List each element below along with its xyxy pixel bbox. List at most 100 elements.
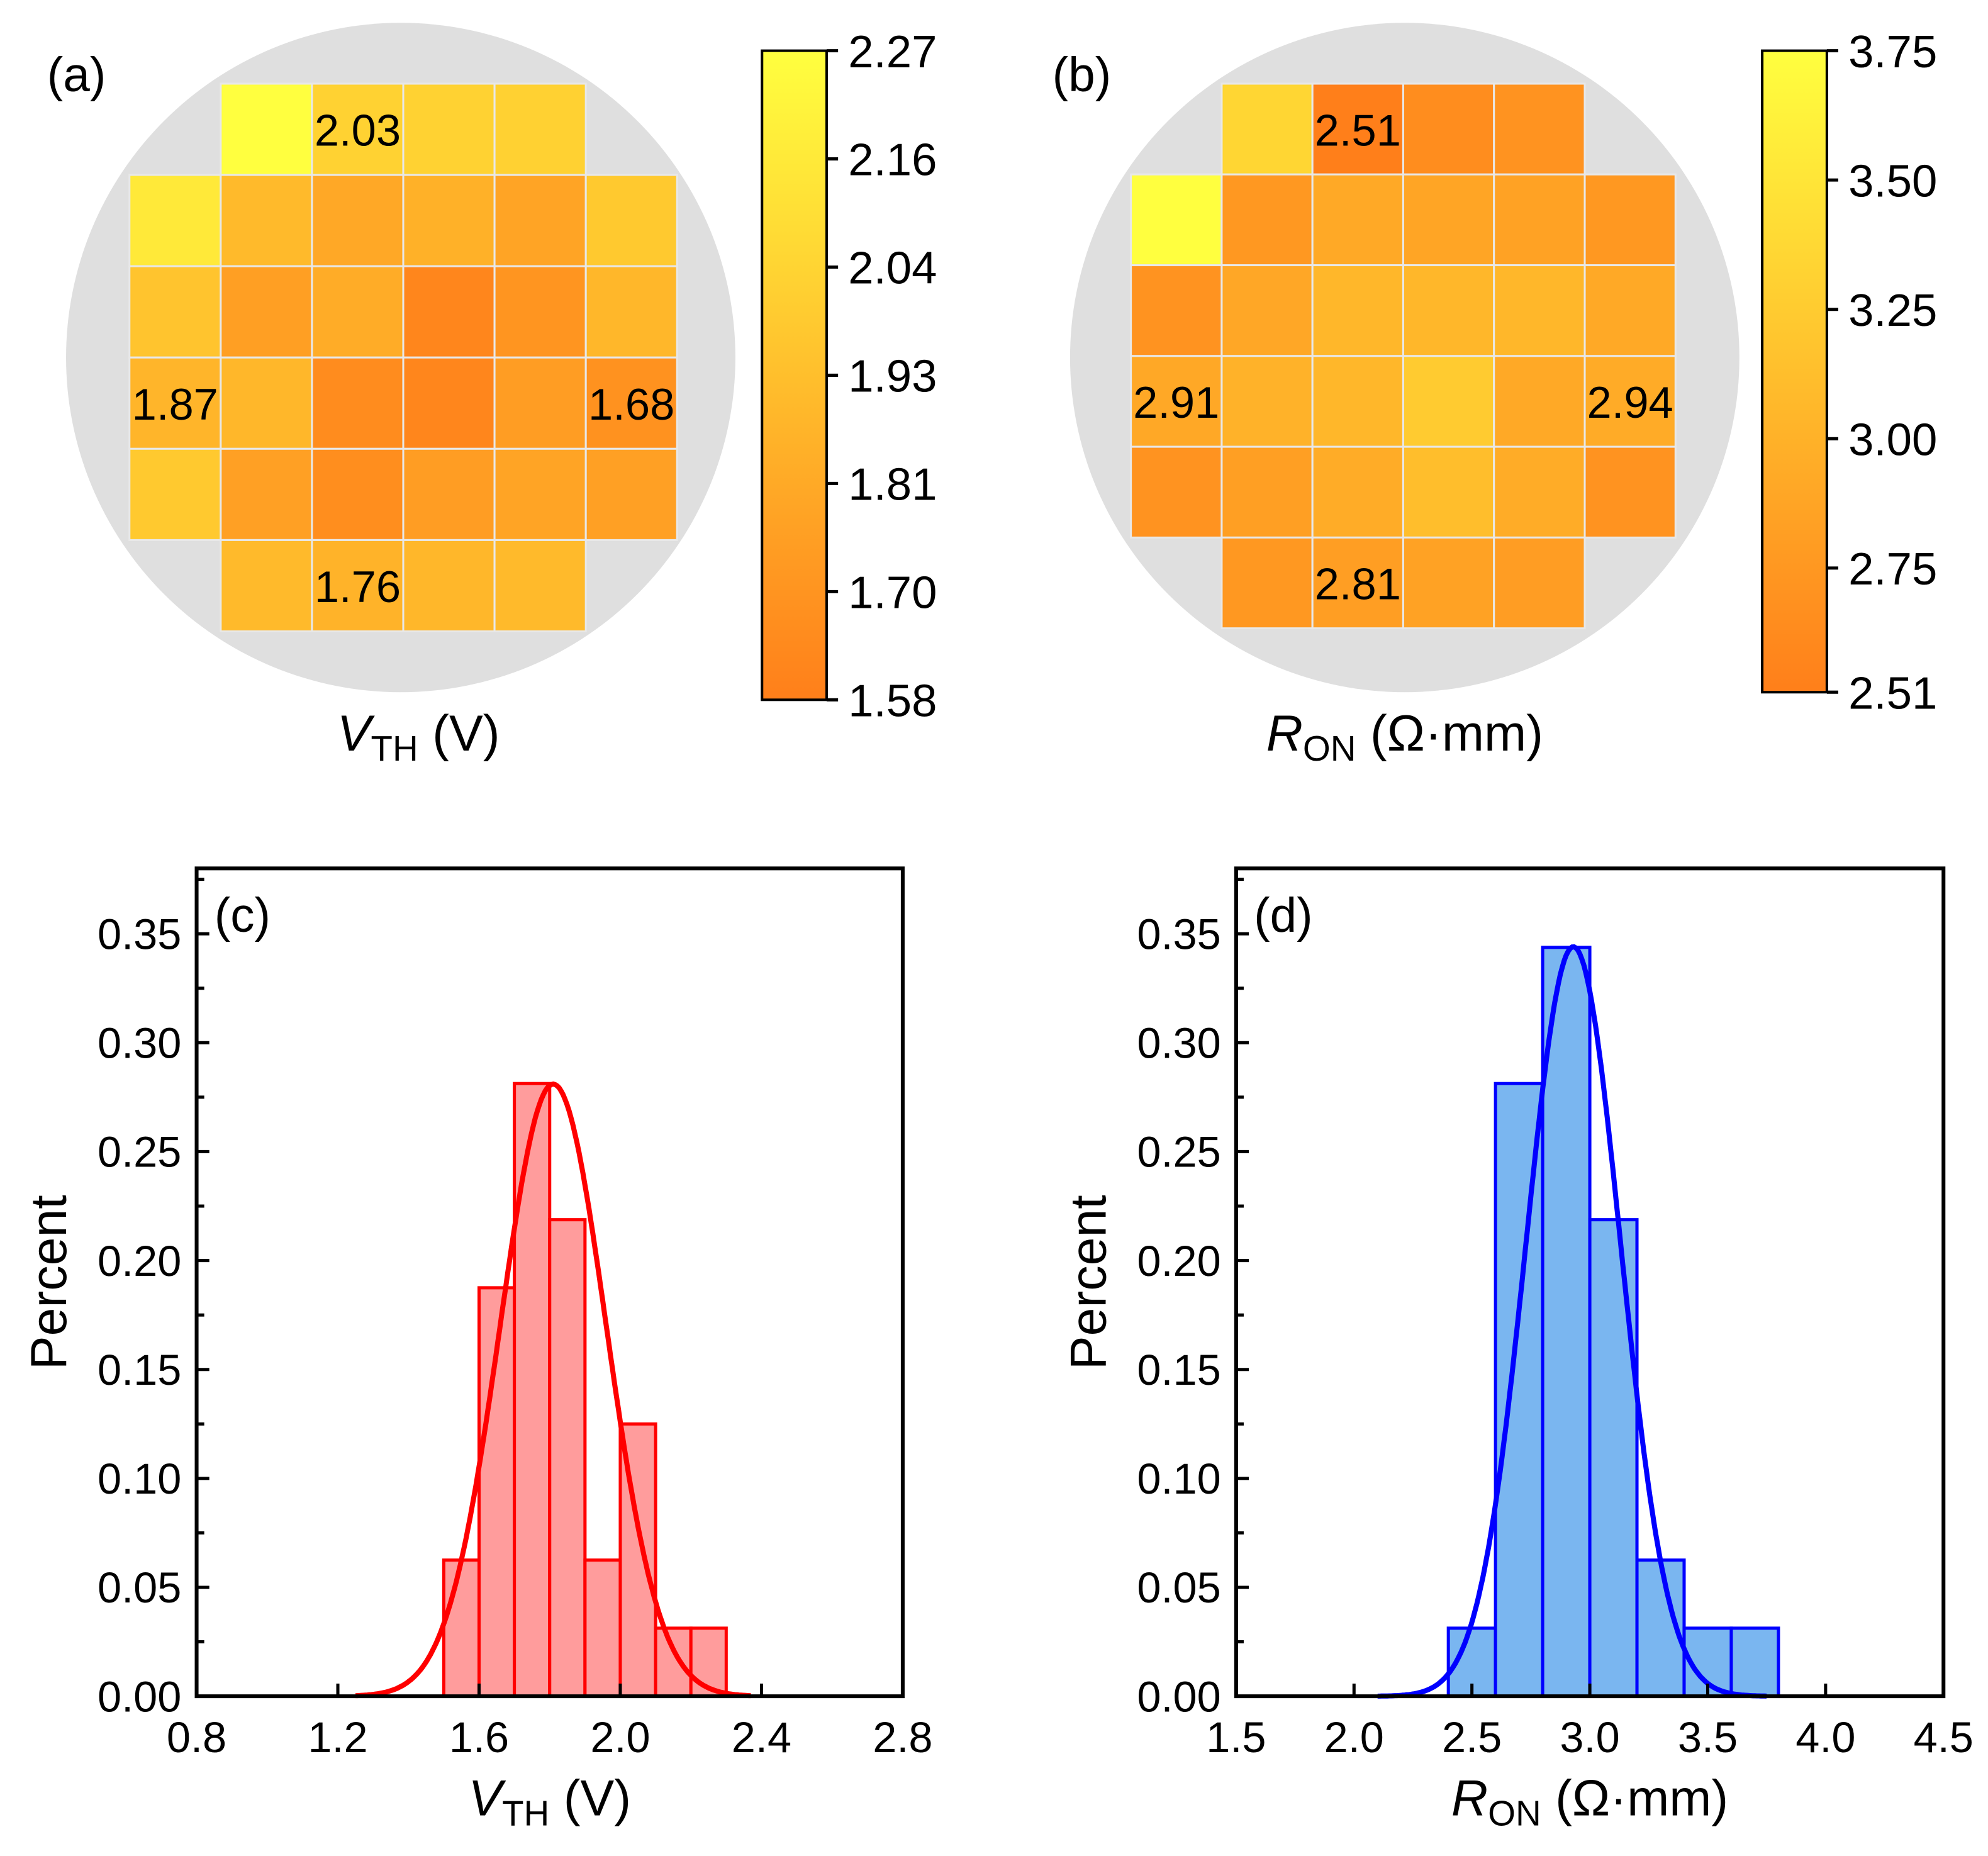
colorbar-title: VTH (V) [337,705,500,768]
wafer-die-cell [1402,264,1495,357]
wafer-die-cell [220,174,313,267]
wafer-die-cell [1493,536,1586,630]
wafer-die-cell [1311,445,1404,539]
die-value-label: 2.91 [1133,377,1219,427]
wafer-die-cell [402,356,496,450]
wafer-die-cell [1493,264,1586,357]
y-tick-label: 0.05 [1137,1563,1220,1612]
colorbar-tick-label: 2.75 [1848,544,1937,595]
x-axis-label-subscript: ON [1488,1794,1541,1833]
wafer-die-cell [1583,355,1677,448]
x-tick-label: 2.0 [1324,1713,1384,1762]
histogram-bar [1588,1218,1639,1698]
wafer-die-cell [1220,264,1314,357]
colorbar-tick-label: 2.04 [848,243,937,294]
wafer-die-cell [1130,355,1223,448]
colorbar-title-symbol: R [1266,705,1303,762]
wafer-die-cell [1220,445,1314,539]
wafer-die-cell [402,174,496,267]
wafer-die-cell [1493,445,1586,539]
wafer-die-cell [1220,173,1314,267]
colorbar-title-symbol: V [337,705,376,762]
x-tick-label: 0.8 [167,1713,226,1762]
wafer-die-cell [402,82,496,176]
wafer-die-cell [1311,355,1404,448]
x-axis-label: VTH (V) [468,1770,631,1833]
histogram-bar [548,1218,587,1698]
wafer-die-cell [493,82,587,176]
histogram-bar [654,1626,693,1698]
y-tick-label: 0.10 [1137,1455,1220,1503]
wafer-die-cell [220,356,313,450]
wafer-die-cell [1583,264,1677,357]
histogram-bar [1494,1082,1544,1698]
y-tick-label: 0.10 [98,1455,181,1503]
wafer-die-cell [493,174,587,267]
wafer-die-cell [1402,173,1495,267]
x-tick-label: 1.2 [308,1713,367,1762]
x-tick-label: 4.0 [1795,1713,1855,1762]
y-tick-label: 0.20 [1137,1237,1220,1285]
y-tick-label: 0.20 [98,1237,181,1285]
wafer-die-cell [1311,536,1404,630]
histogram-bar [513,1082,552,1698]
wafer-die-cell [584,447,678,541]
wafer-die-cell [311,174,405,267]
wafer-die-cell [311,356,405,450]
wafer-die-cell [311,265,405,359]
die-value-label: 1.87 [132,379,218,429]
wafer-die-cell [128,447,222,541]
colorbar-title: RON (Ω·mm) [1266,705,1543,768]
wafer-die-cell [1220,355,1314,448]
wafer-die-cell [220,539,313,632]
x-tick-label: 2.0 [590,1713,650,1762]
wafer-die-cell [1402,536,1495,630]
colorbar [1761,49,1828,694]
y-tick-label: 0.25 [1137,1128,1220,1177]
wafer-die-cell [402,265,496,359]
y-tick-label: 0.35 [98,910,181,958]
die-value-label: 2.03 [315,106,401,155]
wafer-die-cell [493,447,587,541]
wafer-die-cell [1402,355,1495,448]
x-tick-label: 1.5 [1206,1713,1266,1762]
y-axis-label: Percent [1060,1195,1117,1370]
wafer-die-cell [1130,264,1223,357]
x-tick-label: 3.0 [1560,1713,1619,1762]
panel-label: (a) [47,48,106,102]
wafer-die-cell [128,174,222,267]
wafer-die-cell [584,174,678,267]
y-axis-label: Percent [21,1195,77,1370]
colorbar-tick-label: 1.58 [848,675,937,726]
plot-frame [194,866,905,1699]
wafer-die-cell [1130,445,1223,539]
histogram-bar [442,1558,481,1698]
wafer-die-cell [1493,82,1586,176]
wafer-die-cell [1583,173,1677,267]
gaussian-fit-curve [1377,944,1767,1699]
x-tick-label: 1.6 [449,1713,509,1762]
colorbar-tick-label: 3.25 [1848,285,1937,336]
histogram-bar [1541,946,1592,1698]
x-tick-label: 3.5 [1678,1713,1738,1762]
wafer-map-panel-b: (b) 2.51 2.91 2.94 2.81 3.75 3.50 3.25 3.00 2.75 2… [1053,23,1937,768]
wafer-die-cell [493,356,587,450]
wafer-die-cell [493,265,587,359]
wafer-die-cell [311,447,405,541]
y-tick-label: 0.15 [98,1346,181,1394]
die-value-label: 2.94 [1587,377,1673,427]
histogram-panel-d: 1.5 2.0 2.5 3.0 3.5 4.0 4.5 0.00 0.05 0.10 0.15 0.2… [1060,866,1974,1833]
colorbar-tick-label: 3.00 [1848,414,1937,465]
wafer-die-cell [1402,445,1495,539]
wafer-die-cell [1311,82,1404,176]
die-value-label: 2.51 [1315,105,1401,155]
wafer-die-cell [1583,445,1677,539]
y-tick-label: 0.00 [1137,1672,1220,1721]
y-tick-label: 0.35 [1137,910,1220,958]
wafer-die-cell [1311,173,1404,267]
y-tick-label: 0.05 [98,1563,181,1612]
die-value-label: 1.76 [315,562,401,612]
colorbar-title-unit: (V) [418,705,500,762]
wafer-map-panel-a: (a) 2.03 1.87 1.68 1.76 2.27 2.16 2.04 1.93 1.81 1… [47,23,937,768]
